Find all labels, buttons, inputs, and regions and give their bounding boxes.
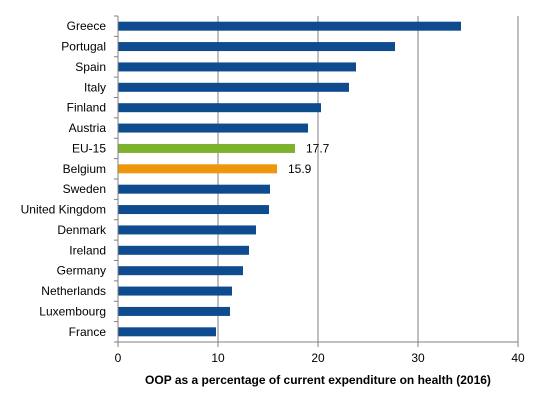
bar-austria: [118, 123, 308, 133]
bar-luxembourg: [118, 306, 230, 316]
category-label-italy: Italy: [84, 80, 106, 94]
category-label-eu-15: EU-15: [72, 141, 106, 155]
bar-greece: [118, 21, 461, 31]
x-tick-label-10: 10: [211, 351, 225, 365]
bar-sweden: [118, 184, 270, 194]
bar-eu-15: [118, 143, 295, 153]
x-tick-label-20: 20: [311, 351, 325, 365]
category-label-greece: Greece: [67, 19, 107, 33]
category-label-sweden: Sweden: [63, 182, 106, 196]
bar-france: [118, 327, 216, 337]
x-tick-label-40: 40: [511, 351, 525, 365]
category-label-united-kingdom: United Kingdom: [21, 203, 106, 217]
category-label-portugal: Portugal: [61, 40, 106, 54]
category-labels: Greece Portugal Spain Italy Finland Austria EU…: [21, 19, 107, 339]
category-label-denmark: Denmark: [57, 223, 107, 237]
category-label-netherlands: Netherlands: [41, 284, 106, 298]
category-label-belgium: Belgium: [63, 162, 106, 176]
bar-italy: [118, 82, 349, 92]
bar-netherlands: [118, 286, 232, 296]
bar-portugal: [118, 42, 395, 52]
bar-finland: [118, 103, 321, 113]
category-label-luxembourg: Luxembourg: [39, 304, 106, 318]
data-label-belgium: 15.9: [288, 162, 312, 176]
category-label-spain: Spain: [75, 60, 106, 74]
category-label-finland: Finland: [67, 101, 106, 115]
x-axis-title: OOP as a percentage of current expenditu…: [145, 373, 491, 387]
x-axis: 0 10 20 30 40: [114, 15, 525, 365]
bar-germany: [118, 266, 243, 276]
bar-united-kingdom: [118, 205, 269, 215]
bar-spain: [118, 62, 356, 72]
category-label-austria: Austria: [69, 121, 107, 135]
bar-denmark: [118, 225, 256, 235]
bar-belgium: [118, 164, 277, 174]
category-label-ireland: Ireland: [69, 243, 106, 257]
category-label-germany: Germany: [57, 264, 106, 278]
bar-ireland: [118, 245, 249, 255]
x-tick-label-0: 0: [115, 351, 122, 365]
bars: [118, 21, 461, 337]
x-tick-label-30: 30: [411, 351, 425, 365]
data-labels: 17.7 15.9: [288, 141, 330, 175]
data-label-eu-15: 17.7: [306, 141, 330, 155]
category-label-france: France: [69, 325, 107, 339]
